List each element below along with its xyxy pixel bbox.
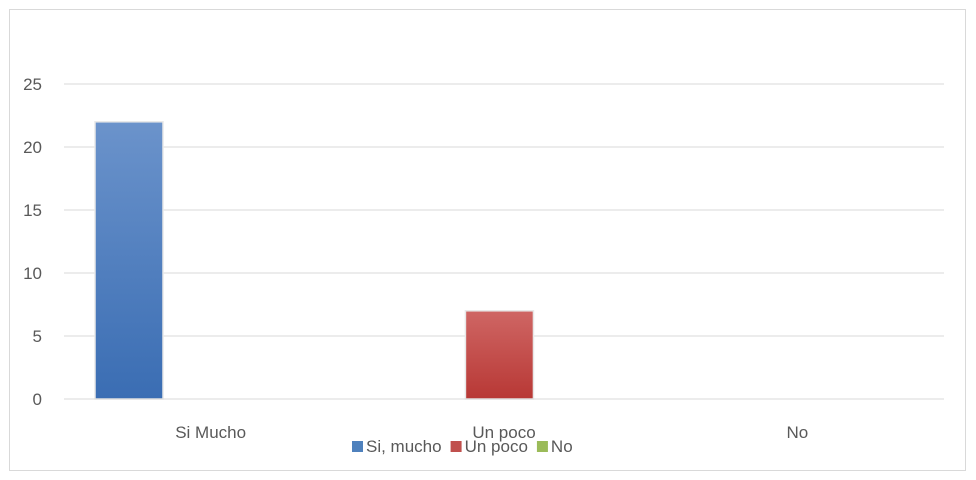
- y-tick-label: 15: [23, 201, 42, 220]
- legend-swatch: [450, 441, 462, 452]
- legend-swatch: [536, 441, 548, 452]
- legend: Si, mucho Un poco No: [352, 437, 573, 456]
- bar-si-mucho: [94, 121, 164, 400]
- y-tick-label: 25: [23, 75, 42, 94]
- category-label: Si Mucho: [175, 423, 246, 442]
- category-label: No: [786, 423, 808, 442]
- gridlines: [64, 83, 944, 337]
- legend-label: Si, mucho: [366, 437, 442, 456]
- y-tick-label: 10: [23, 264, 42, 283]
- y-tick-label: 5: [33, 327, 42, 346]
- bar-un-poco: [464, 310, 535, 400]
- y-tick-label: 20: [23, 138, 42, 157]
- y-axis-tick-labels: 0 5 10 15 20 25: [23, 75, 42, 409]
- y-tick-label: 0: [33, 390, 42, 409]
- legend-swatch: [352, 441, 363, 452]
- legend-label: No: [551, 437, 573, 456]
- category-label: Un poco: [472, 423, 535, 442]
- legend-label: Un poco: [465, 437, 528, 456]
- x-axis-category-labels: Si Mucho Un poco No: [175, 423, 808, 442]
- bars: [94, 121, 535, 400]
